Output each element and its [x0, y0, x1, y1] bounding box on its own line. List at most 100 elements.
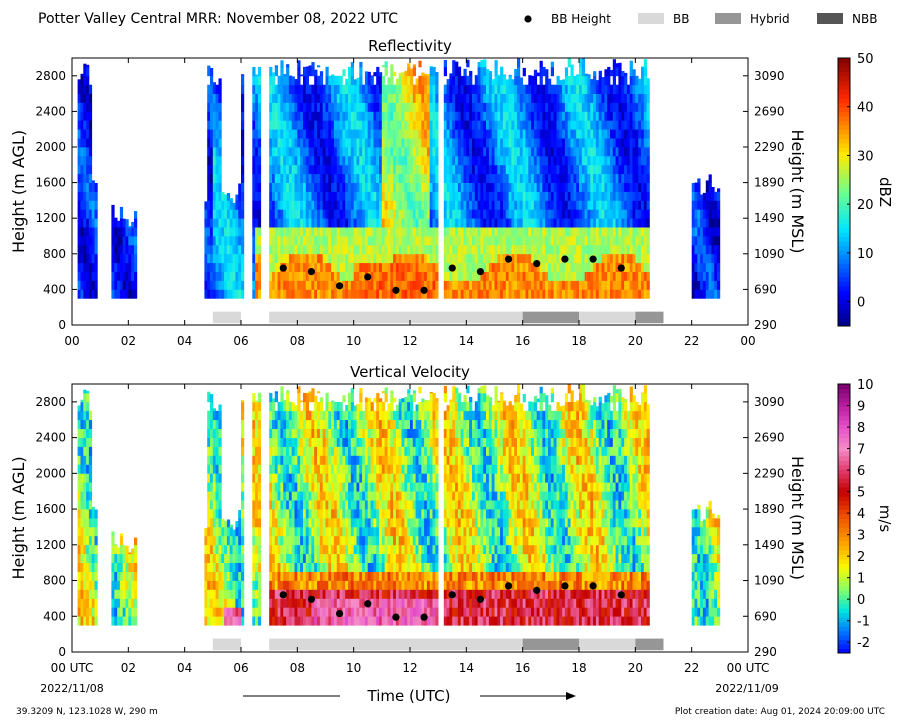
heatmap-cell: [573, 200, 577, 210]
heatmap-cell: [257, 191, 262, 201]
heatmap-cell: [215, 182, 219, 192]
heatmap-cell: [229, 544, 233, 555]
heatmap-cell: [587, 280, 591, 290]
heatmap-cell: [291, 289, 295, 299]
heatmap-cell: [590, 155, 594, 166]
heatmap-cell: [272, 93, 276, 103]
heatmap-cell: [539, 138, 543, 148]
heatmap-cell: [288, 289, 293, 299]
heatmap-cell: [407, 200, 411, 210]
heatmap-cell: [255, 400, 259, 403]
heatmap-cell: [134, 244, 138, 255]
heatmap-cell: [705, 271, 709, 281]
heatmap-cell: [548, 200, 552, 210]
heatmap-cell: [500, 138, 504, 148]
heatmap-cell: [542, 138, 546, 148]
heatmap-cell: [286, 64, 290, 68]
heatmap-cell: [511, 227, 515, 237]
heatmap-cell: [460, 102, 464, 112]
heatmap-cell: [418, 218, 422, 228]
heatmap-cell: [210, 410, 214, 421]
heatmap-cell: [536, 138, 540, 148]
heatmap-cell: [207, 244, 211, 255]
heatmap-cell: [421, 253, 425, 264]
heatmap-cell: [508, 209, 512, 219]
heatmap-cell: [393, 138, 397, 148]
heatmap-cell: [269, 200, 273, 210]
heatmap-cell: [83, 544, 87, 555]
heatmap-cell: [573, 191, 577, 201]
heatmap-cell: [410, 244, 414, 255]
heatmap-cell: [415, 236, 419, 246]
heatmap-cell: [412, 289, 416, 299]
heatmap-cell: [350, 111, 354, 121]
heatmap-cell: [269, 164, 273, 175]
heatmap-cell: [455, 271, 459, 281]
heatmap-cell: [291, 102, 295, 112]
heatmap-cell: [607, 147, 611, 157]
heatmap-cell: [364, 164, 369, 175]
heatmap-cell: [511, 102, 515, 112]
heatmap-cell: [342, 182, 346, 192]
heatmap-cell: [488, 289, 493, 299]
heatmap-cell: [457, 93, 462, 103]
heatmap-cell: [714, 191, 718, 201]
heatmap-cell: [294, 173, 298, 183]
heatmap-cell: [533, 75, 538, 86]
heatmap-cell: [610, 102, 614, 112]
heatmap-cell: [401, 129, 405, 139]
heatmap-cell: [229, 280, 233, 290]
heatmap-cell: [212, 428, 216, 438]
heatmap-cell: [131, 253, 135, 264]
heatmap-cell: [114, 217, 118, 219]
heatmap-cell: [294, 244, 298, 255]
heatmap-cell: [210, 464, 214, 474]
heatmap-cell: [221, 253, 225, 264]
heatmap-cell: [328, 129, 332, 139]
heatmap-cell: [570, 289, 574, 299]
heatmap-cell: [117, 598, 121, 608]
heatmap-cell: [283, 200, 287, 210]
heatmap-cell: [429, 218, 433, 228]
heatmap-cell: [333, 209, 338, 219]
heatmap-cell: [429, 173, 433, 183]
heatmap-cell: [449, 164, 453, 175]
heatmap-cell: [390, 111, 394, 121]
heatmap-cell: [598, 120, 602, 130]
heatmap-cell: [311, 244, 315, 255]
heatmap-cell: [621, 182, 625, 192]
heatmap-cell: [131, 227, 135, 237]
heatmap-cell: [618, 227, 622, 237]
heatmap-cell: [274, 482, 278, 492]
heatmap-cell: [269, 244, 273, 255]
heatmap-cell: [272, 200, 276, 210]
heatmap-cell: [235, 280, 239, 290]
heatmap-cell: [88, 129, 93, 139]
heatmap-cell: [291, 191, 295, 201]
heatmap-cell: [86, 455, 90, 465]
heatmap-cell: [579, 102, 583, 112]
heatmap-cell: [232, 236, 236, 246]
heatmap-cell: [531, 84, 535, 94]
heatmap-cell: [426, 75, 431, 86]
heatmap-cell: [257, 84, 262, 94]
heatmap-cell: [469, 271, 473, 281]
heatmap-cell: [550, 271, 554, 281]
heatmap-cell: [336, 111, 340, 121]
heatmap-cell: [274, 111, 278, 121]
heatmap-cell: [587, 244, 591, 255]
heatmap-cell: [598, 155, 602, 166]
heatmap-cell: [466, 102, 470, 112]
heatmap-cell: [429, 227, 433, 237]
heatmap-cell: [384, 111, 388, 121]
heatmap-cell: [697, 200, 701, 210]
heatmap-cell: [280, 253, 284, 264]
heatmap-cell: [429, 84, 433, 94]
heatmap-cell: [443, 129, 447, 139]
heatmap-cell: [643, 138, 647, 148]
heatmap-cell: [204, 544, 208, 555]
colorbar-segment: [838, 58, 850, 63]
heatmap-cell: [542, 111, 546, 121]
heatmap-cell: [367, 280, 371, 290]
heatmap-cell: [702, 200, 707, 210]
